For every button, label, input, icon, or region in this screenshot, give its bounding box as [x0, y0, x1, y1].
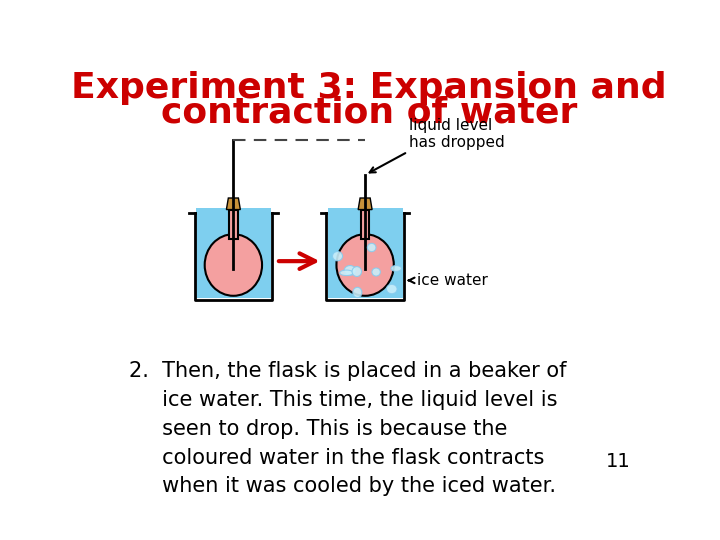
Polygon shape: [358, 198, 372, 210]
Ellipse shape: [352, 267, 361, 276]
Text: contraction of water: contraction of water: [161, 96, 577, 130]
Ellipse shape: [353, 287, 362, 298]
Ellipse shape: [204, 234, 262, 296]
Ellipse shape: [387, 285, 397, 294]
Bar: [328, 208, 402, 299]
Bar: [196, 208, 271, 299]
Ellipse shape: [344, 266, 356, 275]
Text: liquid level
has dropped: liquid level has dropped: [409, 118, 505, 150]
Text: 11: 11: [606, 453, 631, 471]
Text: ice water: ice water: [417, 273, 488, 288]
Text: 2.  Then, the flask is placed in a beaker of
     ice water. This time, the liqu: 2. Then, the flask is placed in a beaker…: [129, 361, 566, 496]
Ellipse shape: [372, 268, 380, 276]
Ellipse shape: [391, 266, 402, 271]
Ellipse shape: [336, 234, 394, 296]
Text: Experiment 3: Expansion and: Experiment 3: Expansion and: [71, 71, 667, 105]
Polygon shape: [226, 198, 240, 210]
Ellipse shape: [340, 270, 354, 275]
Ellipse shape: [367, 244, 376, 252]
Bar: [229, 210, 238, 239]
Ellipse shape: [333, 252, 343, 261]
Bar: [361, 210, 369, 239]
